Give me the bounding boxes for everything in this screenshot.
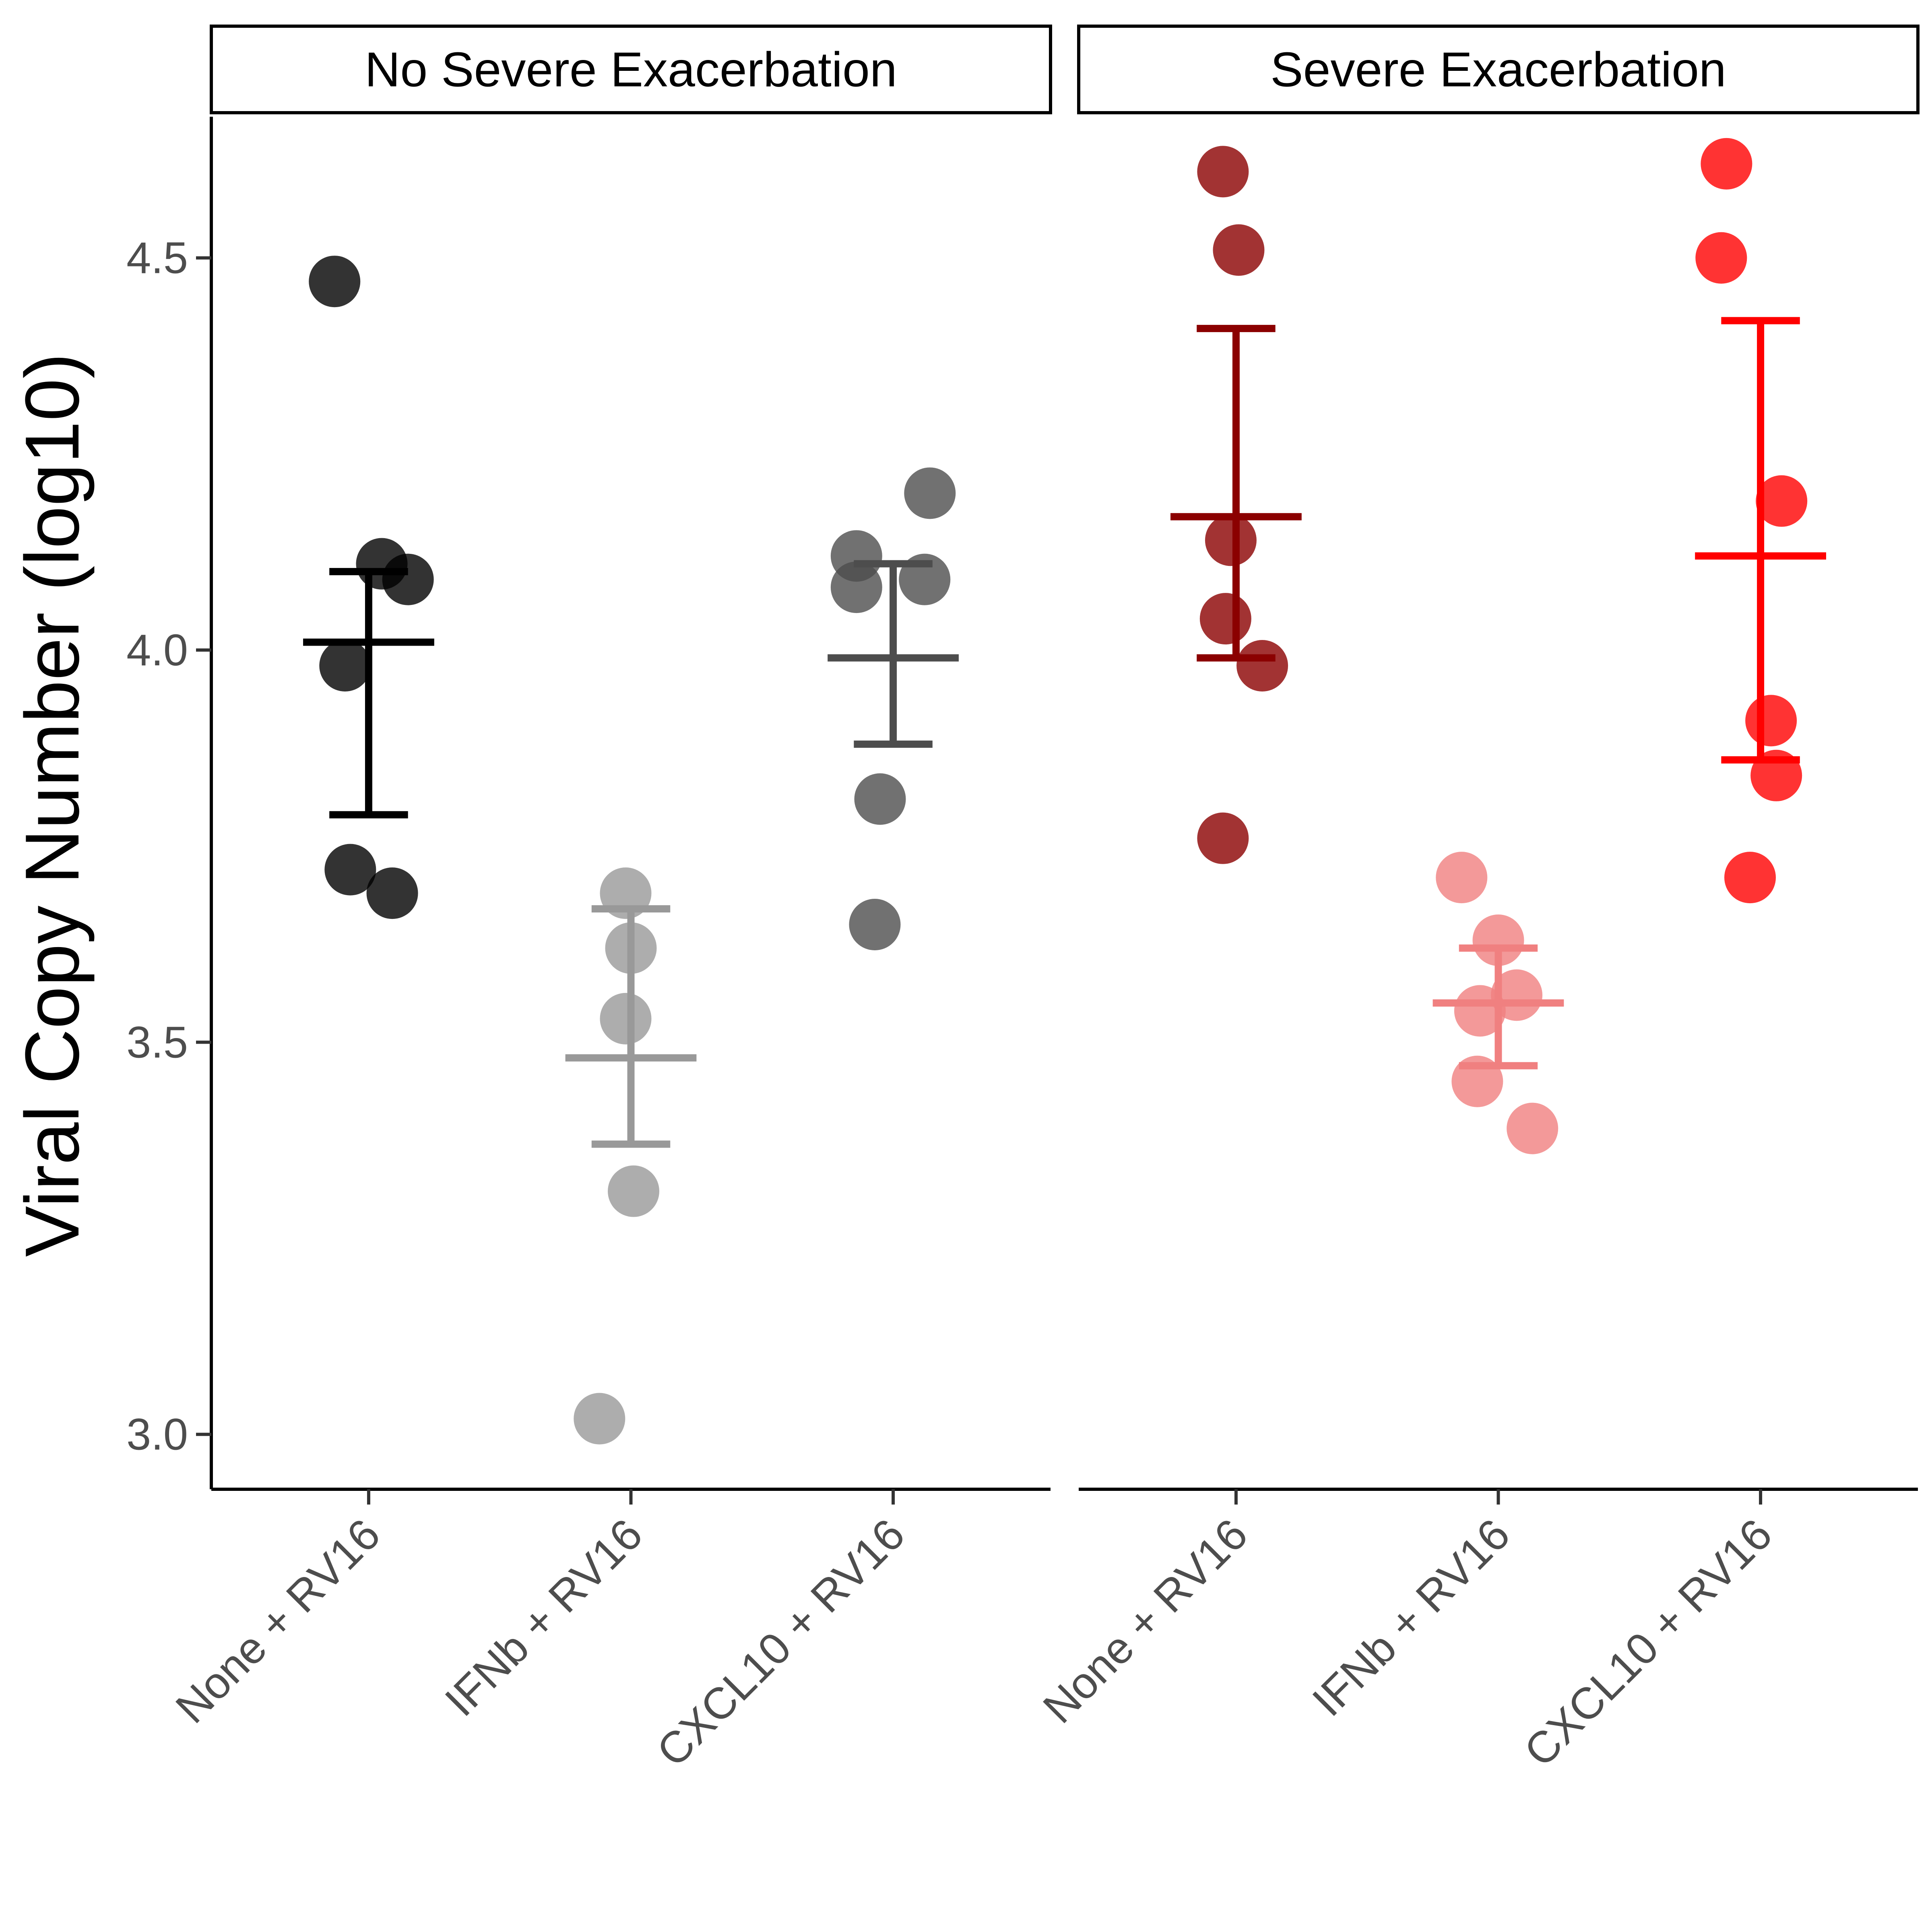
data-point bbox=[830, 561, 882, 613]
y-axis-title: Viral Copy Number (log10) bbox=[10, 353, 95, 1257]
data-point bbox=[1724, 852, 1776, 904]
data-point bbox=[1745, 695, 1797, 747]
group-1-2 bbox=[565, 867, 697, 1445]
x-tick-label: None + RV16 bbox=[166, 1509, 390, 1733]
data-point bbox=[904, 467, 956, 519]
y-axis: 3.0 3.5 4.0 4.5 bbox=[126, 117, 213, 1489]
data-point bbox=[1197, 812, 1249, 864]
x-tick-label: CXCL10 + RV16 bbox=[1515, 1509, 1781, 1776]
data-point bbox=[608, 1165, 660, 1217]
data-point bbox=[1472, 914, 1524, 966]
data-point bbox=[382, 553, 434, 605]
y-tick-label: 3.5 bbox=[126, 1018, 188, 1067]
group-2-2 bbox=[1432, 852, 1564, 1154]
group-2-1 bbox=[1170, 146, 1302, 864]
x-tick-label: None + RV16 bbox=[1034, 1509, 1257, 1733]
y-tick-label: 3.0 bbox=[126, 1410, 188, 1459]
x-tick-label: IFNb + RV16 bbox=[1303, 1509, 1519, 1726]
group-1-1 bbox=[303, 256, 434, 919]
group-2-3 bbox=[1695, 138, 1826, 904]
data-point bbox=[1454, 985, 1506, 1037]
data-point bbox=[324, 844, 376, 896]
data-point bbox=[1436, 852, 1488, 904]
data-point bbox=[1695, 232, 1747, 284]
data-point bbox=[1197, 146, 1249, 198]
data-point bbox=[1236, 640, 1288, 691]
data-point bbox=[1199, 593, 1251, 645]
data-point bbox=[600, 993, 652, 1044]
group-1-3 bbox=[828, 467, 959, 951]
data-point bbox=[854, 773, 906, 825]
panel-1: No Severe Exacerbation None + RV16 IFNb + … bbox=[166, 25, 1052, 1776]
data-point bbox=[319, 640, 371, 691]
data-point bbox=[574, 1393, 625, 1445]
y-tick-label: 4.5 bbox=[126, 233, 188, 283]
data-point bbox=[1507, 1102, 1558, 1154]
data-point bbox=[309, 256, 361, 308]
data-point bbox=[366, 867, 418, 919]
panel-2: Severe Exacerbation None + RV16 IFNb + RV1… bbox=[1034, 25, 1920, 1776]
panel-strip-label: No Severe Exacerbation bbox=[365, 42, 897, 97]
x-tick-label: IFNb + RV16 bbox=[436, 1509, 652, 1726]
x-tick-label: CXCL10 + RV16 bbox=[647, 1509, 914, 1776]
data-point bbox=[1756, 475, 1808, 527]
data-point bbox=[849, 899, 901, 951]
data-point bbox=[1213, 224, 1265, 276]
y-tick-label: 4.0 bbox=[126, 625, 188, 675]
panel-strip bbox=[1077, 25, 1920, 114]
panel-strip-label: Severe Exacerbation bbox=[1270, 42, 1726, 97]
data-point bbox=[1701, 138, 1752, 190]
data-point bbox=[1205, 514, 1257, 566]
panel-strip bbox=[210, 25, 1052, 114]
